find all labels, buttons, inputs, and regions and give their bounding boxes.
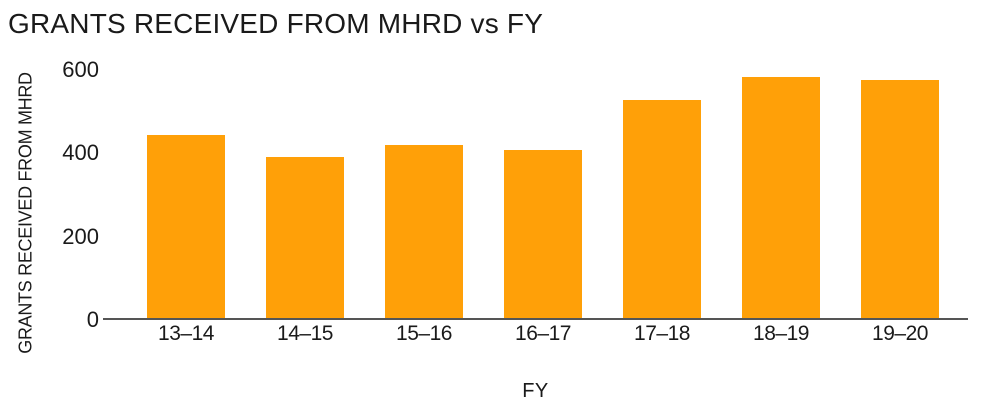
bar: [266, 157, 344, 320]
x-tick-label: 17–18: [634, 322, 690, 345]
bar: [385, 145, 463, 320]
chart-title: GRANTS RECEIVED FROM MHRD vs FY: [8, 8, 544, 39]
bar: [147, 135, 225, 320]
x-axis-title: FY: [522, 380, 549, 402]
x-tick-label: 16–17: [515, 322, 571, 345]
y-tick-label: 200: [62, 223, 99, 249]
x-tick-label: 13–14: [158, 322, 214, 345]
bar: [861, 80, 939, 320]
y-axis-tick-labels: 0 200 400 600: [0, 58, 99, 332]
x-axis-tick-labels: 13–14 14–15 15–16 16–17 17–18 18–19 19–20: [103, 322, 968, 346]
x-tick-label: 14–15: [277, 322, 333, 345]
y-tick-label: 0: [86, 307, 99, 332]
bar: [504, 150, 582, 320]
x-tick-label: 15–16: [396, 322, 452, 345]
x-axis-line: [103, 318, 968, 320]
x-tick-label: 18–19: [753, 322, 809, 345]
y-tick-label: 400: [62, 140, 99, 166]
y-tick-label: 600: [62, 57, 99, 82]
plot-area: [103, 70, 968, 320]
bar: [742, 77, 820, 320]
x-tick-label: 19–20: [872, 322, 928, 345]
bar: [623, 100, 701, 320]
